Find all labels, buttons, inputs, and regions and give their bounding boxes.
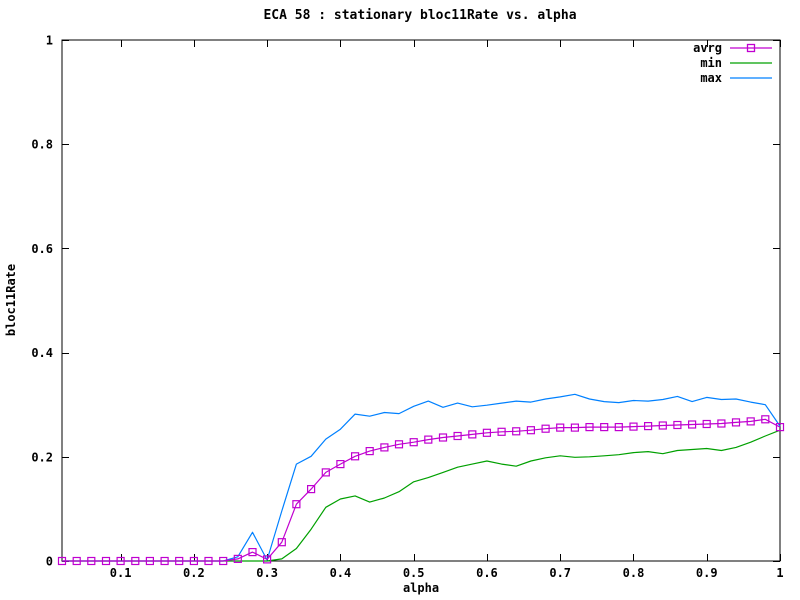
data-point-marker-avrg <box>541 424 550 433</box>
data-point-marker-avrg <box>336 460 345 469</box>
data-point-marker-avrg <box>570 423 580 432</box>
data-point-marker-avrg <box>482 428 491 437</box>
data-point-marker-avrg <box>731 418 741 427</box>
y-tick-label: 0.2 <box>31 450 53 464</box>
data-point-marker-avrg <box>497 427 506 436</box>
data-point-marker-avrg <box>189 556 198 566</box>
legend-label-min: min <box>700 56 722 70</box>
y-tick-label: 0.8 <box>31 138 53 152</box>
data-point-marker-avrg <box>761 415 770 424</box>
x-tick-label: 0.6 <box>476 566 498 580</box>
data-point-marker-avrg <box>131 556 140 566</box>
legend-label-max: max <box>700 71 722 85</box>
data-point-marker-avrg <box>87 556 96 566</box>
plot-series <box>57 393 785 566</box>
data-point-marker-avrg <box>351 452 360 461</box>
data-point-marker-avrg <box>57 556 67 566</box>
y-tick-label: 0.6 <box>31 242 53 256</box>
legend-entry-min: min <box>700 56 772 70</box>
data-point-marker-avrg <box>526 426 536 435</box>
legend-marker-sample-avrg <box>746 43 756 53</box>
data-point-marker-avrg <box>116 556 125 566</box>
data-point-marker-avrg <box>658 421 667 430</box>
data-point-marker-avrg <box>717 419 726 428</box>
data-point-marker-avrg <box>600 423 609 432</box>
data-point-marker-avrg <box>409 438 418 447</box>
x-tick-label: 0.5 <box>403 566 425 580</box>
data-point-marker-avrg <box>248 547 257 557</box>
data-point-marker-avrg <box>424 435 433 444</box>
data-point-marker-avrg <box>512 427 521 436</box>
y-tick-label: 0 <box>46 555 53 569</box>
data-point-marker-avrg <box>585 423 594 432</box>
x-tick-label: 0.8 <box>623 566 645 580</box>
x-tick-label: 1 <box>776 566 783 580</box>
data-point-marker-avrg <box>775 423 785 432</box>
y-axis-label: bloc11Rate <box>4 264 18 336</box>
data-point-marker-avrg <box>629 422 638 431</box>
data-point-marker-avrg <box>380 443 389 452</box>
data-point-marker-avrg <box>233 554 242 564</box>
data-point-marker-avrg <box>746 417 755 426</box>
data-point-marker-avrg <box>263 555 272 564</box>
data-point-marker-avrg <box>643 422 653 431</box>
data-point-marker-avrg <box>219 556 228 566</box>
data-point-marker-avrg <box>321 468 330 477</box>
x-axis-label: alpha <box>403 581 439 595</box>
data-point-marker-avrg <box>394 440 404 449</box>
legend-label-avrg: avrg <box>693 41 722 55</box>
data-point-marker-avrg <box>307 485 316 494</box>
x-tick-label: 0.4 <box>330 566 352 580</box>
data-point-marker-avrg <box>453 431 462 441</box>
data-point-marker-avrg <box>687 420 697 429</box>
series-line-min <box>62 429 781 562</box>
data-point-marker-avrg <box>702 419 711 429</box>
data-point-marker-avrg <box>292 500 301 509</box>
data-point-marker-avrg <box>277 538 286 547</box>
data-point-marker-avrg <box>72 556 81 566</box>
data-point-marker-avrg <box>365 447 374 456</box>
legend-entry-avrg: avrg <box>693 41 772 55</box>
data-point-marker-avrg <box>204 556 213 566</box>
y-tick-label: 1 <box>46 34 53 48</box>
x-tick-label: 0.3 <box>256 566 278 580</box>
plot-border <box>61 39 781 562</box>
x-tick-label: 0.9 <box>696 566 718 580</box>
data-point-marker-avrg <box>438 433 448 442</box>
plot-axes: 0.1 0.2 0.3 0.4 0.5 0.6 0.7 0.8 0.9 1 0 0.2 0.4 0.6 0.… <box>31 34 783 581</box>
data-point-marker-avrg <box>175 556 184 566</box>
data-point-marker-avrg <box>101 556 111 566</box>
data-point-marker-avrg <box>160 556 169 566</box>
x-tick-label: 0.1 <box>110 566 132 580</box>
data-point-marker-avrg <box>614 423 623 432</box>
data-point-marker-avrg <box>556 423 565 432</box>
y-tick-label: 0.4 <box>31 346 53 360</box>
x-tick-label: 0.2 <box>183 566 205 580</box>
legend-entry-max: max <box>700 71 772 85</box>
data-point-marker-avrg <box>468 430 477 439</box>
chart-title: ECA 58 : stationary bloc11Rate vs. alpha <box>263 8 576 23</box>
data-point-marker-avrg <box>673 420 682 430</box>
legend: avrg min max <box>693 41 772 85</box>
series-line-max <box>62 393 781 562</box>
data-point-marker-avrg <box>145 556 154 566</box>
series-line-avrg <box>62 418 781 562</box>
x-tick-label: 0.7 <box>549 566 571 580</box>
